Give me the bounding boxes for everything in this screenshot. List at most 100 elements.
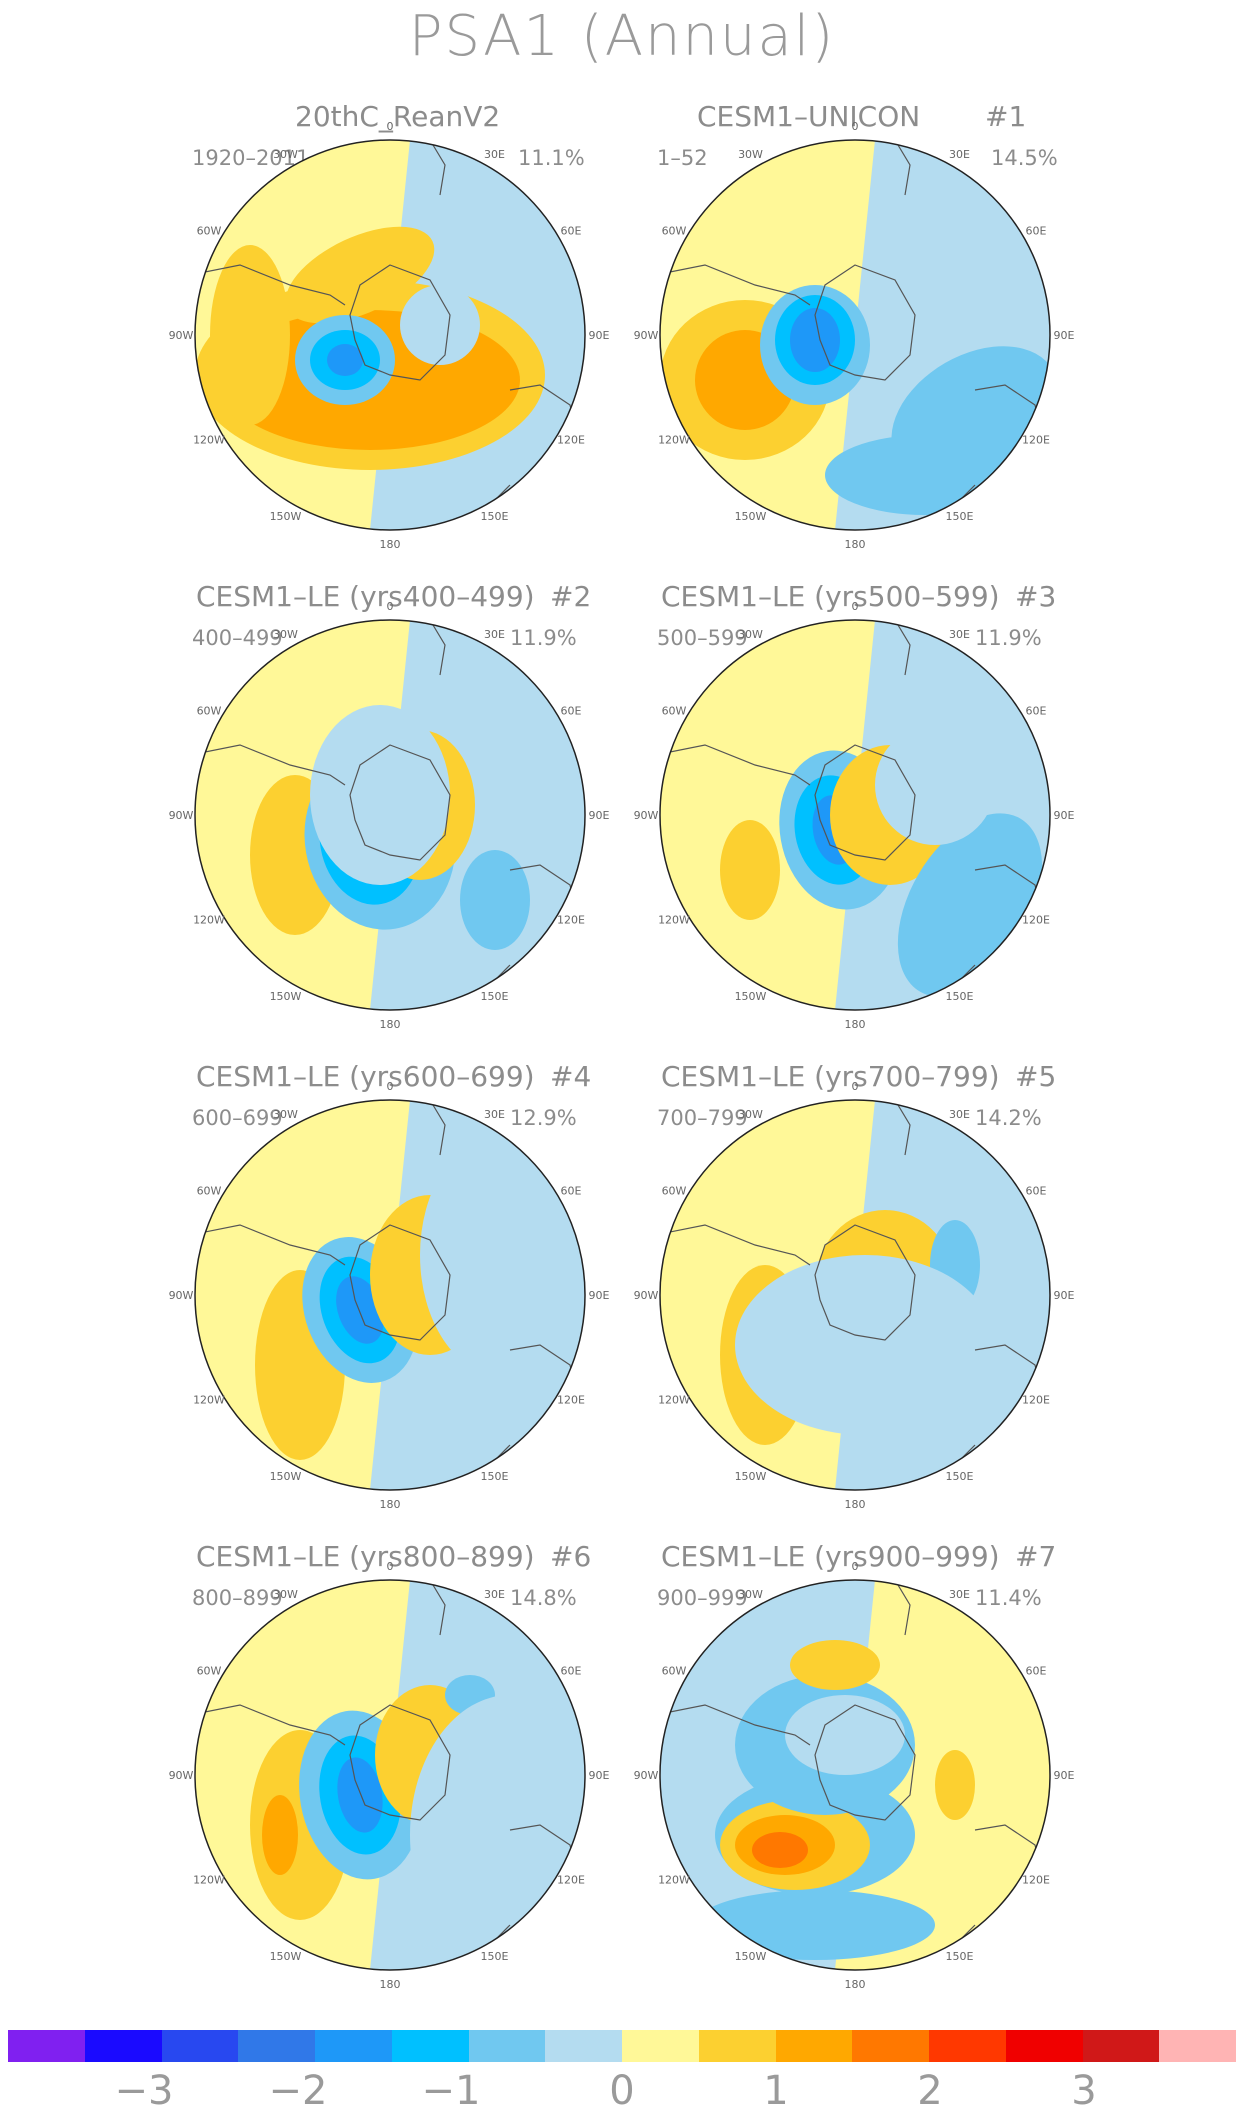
panel-suffix: #5 bbox=[1015, 1060, 1057, 1093]
map-panel: CESM1–LE (yrs400–499) #2 400–499 11.9% 0… bbox=[169, 580, 650, 1050]
coastline bbox=[195, 1704, 346, 1746]
longitude-label: 60E bbox=[1026, 225, 1047, 238]
longitude-label: 150W bbox=[270, 990, 302, 1003]
panel-period: 1–52 bbox=[657, 146, 708, 170]
colorbar-swatch bbox=[929, 2030, 1006, 2062]
contour-region bbox=[785, 1695, 905, 1775]
map-panel: CESM1–LE (yrs700–799) #5 700–799 14.2% 0… bbox=[634, 1060, 1115, 1530]
map-layer: 0 30E 60E 90E 120E 150E 180 150W 120W 90W 60W 30W bbox=[169, 120, 610, 551]
longitude-label: 30E bbox=[949, 628, 970, 641]
polar-map: 0 30E 60E 90E 120E 150E 180 150W 120W 90W 60W 30W bbox=[634, 1560, 1075, 1991]
map-layer: 0 30E 60E 90E 120E 150E 180 150W 120W 90W 60W 30W bbox=[634, 1560, 1075, 1991]
longitude-label: 120E bbox=[557, 914, 585, 927]
colorbar-swatch bbox=[545, 2030, 622, 2062]
coastline bbox=[195, 264, 346, 306]
longitude-label: 60W bbox=[197, 225, 222, 238]
longitude-label: 30E bbox=[949, 1588, 970, 1601]
colorbar-swatch bbox=[468, 2030, 546, 2062]
longitude-label: 30W bbox=[738, 1588, 763, 1601]
longitude-label: 0 bbox=[387, 600, 394, 613]
map-panel: 20thC_ReanV2 1920–2011 11.1% 0 30E 60E 90E 1… bbox=[169, 100, 650, 570]
colorbar-swatch bbox=[8, 2030, 85, 2062]
map-panel: CESM1–LE (yrs900–999) #7 900–999 11.4% 0… bbox=[634, 1540, 1115, 2010]
map-panel: CESM1–LE (yrs500–599) #3 500–599 11.9% 0… bbox=[634, 580, 1115, 1050]
coastline bbox=[894, 1100, 911, 1156]
anomaly-field bbox=[660, 140, 1050, 530]
coastline bbox=[660, 1704, 811, 1746]
map-boundary bbox=[659, 139, 1051, 531]
contour-region bbox=[752, 1832, 808, 1868]
antarctica-coastline bbox=[349, 264, 451, 381]
longitude-label: 90W bbox=[169, 329, 194, 342]
longitude-label: 60E bbox=[1026, 1665, 1047, 1678]
longitude-label: 120E bbox=[1022, 434, 1050, 447]
longitude-label: 30W bbox=[273, 628, 298, 641]
longitude-label: 30W bbox=[273, 1588, 298, 1601]
longitude-label: 180 bbox=[845, 1498, 866, 1511]
panel-title: CESM1–UNICON bbox=[697, 100, 921, 133]
antarctica-coastline bbox=[814, 1704, 916, 1821]
contour-region bbox=[400, 285, 480, 365]
map-panel: CESM1–LE (yrs800–899) #6 800–899 14.8% 0… bbox=[169, 1540, 650, 2010]
panel-period: 500–599 bbox=[657, 626, 748, 650]
coastline bbox=[195, 744, 346, 786]
coastline bbox=[894, 1580, 911, 1636]
figure-title: PSA1 (Annual) bbox=[408, 4, 836, 69]
anomaly-field bbox=[660, 1580, 1050, 1970]
longitude-label: 120E bbox=[1022, 1394, 1050, 1407]
longitude-label: 30E bbox=[949, 148, 970, 161]
colorbar-swatch bbox=[1082, 2030, 1160, 2062]
panel-period: 800–899 bbox=[192, 1586, 283, 1610]
anomaly-field bbox=[195, 1580, 585, 1970]
longitude-label: 60W bbox=[662, 1665, 687, 1678]
map-boundary bbox=[194, 139, 586, 531]
longitude-label: 0 bbox=[852, 1560, 859, 1573]
antarctica-coastline bbox=[349, 744, 451, 861]
longitude-label: 30E bbox=[484, 1588, 505, 1601]
coastline bbox=[660, 744, 811, 786]
longitude-label: 180 bbox=[380, 1978, 401, 1991]
panel-period: 900–999 bbox=[657, 1586, 748, 1610]
panel-variance: 12.9% bbox=[510, 1106, 577, 1130]
colorbar-swatch bbox=[775, 2030, 853, 2062]
anomaly-field bbox=[660, 1100, 1050, 1490]
contour-region bbox=[735, 1255, 995, 1435]
longitude-label: 120E bbox=[1022, 1874, 1050, 1887]
panel-suffix: #2 bbox=[550, 580, 592, 613]
contour-region bbox=[460, 850, 530, 950]
colorbar-swatch bbox=[238, 2030, 315, 2062]
longitude-label: 0 bbox=[387, 1560, 394, 1573]
longitude-label: 90E bbox=[1054, 1769, 1075, 1782]
contour-region bbox=[262, 1795, 298, 1875]
longitude-label: 90W bbox=[634, 329, 659, 342]
contour-region bbox=[285, 226, 435, 324]
contour-region bbox=[825, 435, 1025, 515]
panel-period: 400–499 bbox=[192, 626, 283, 650]
coastline bbox=[660, 264, 811, 306]
map-boundary bbox=[659, 1099, 1051, 1491]
colorbar-tick: 1 bbox=[763, 2068, 789, 2114]
longitude-label: 120E bbox=[557, 1874, 585, 1887]
longitude-label: 60E bbox=[1026, 1185, 1047, 1198]
panel-title: CESM1–LE (yrs900–999) bbox=[661, 1540, 1000, 1573]
longitude-label: 150W bbox=[735, 990, 767, 1003]
colorbar-swatch bbox=[1159, 2030, 1236, 2062]
contour-region bbox=[327, 344, 363, 376]
antarctica-coastline bbox=[349, 1224, 451, 1341]
anomaly-field bbox=[660, 620, 1050, 1010]
antarctica-coastline bbox=[814, 264, 916, 381]
panel-period: 1920–2011 bbox=[192, 146, 310, 170]
longitude-label: 30W bbox=[738, 1108, 763, 1121]
panel-variance: 14.2% bbox=[975, 1106, 1042, 1130]
colorbar-tick: 0 bbox=[609, 2068, 635, 2114]
panel-title: 20thC_ReanV2 bbox=[295, 100, 501, 133]
longitude-label: 150W bbox=[270, 1470, 302, 1483]
antarctica-coastline bbox=[814, 744, 916, 861]
map-panel: CESM1–UNICON #1 1–52 14.5% 0 30E 60E 90E 120… bbox=[634, 100, 1115, 570]
longitude-label: 150W bbox=[735, 1470, 767, 1483]
coastline bbox=[429, 620, 446, 676]
colorbar-ticks: −3 −2 −1 0 1 2 3 bbox=[0, 2068, 1244, 2114]
longitude-label: 150E bbox=[946, 510, 974, 523]
colorbar-swatch bbox=[84, 2030, 162, 2062]
panel-period: 700–799 bbox=[657, 1106, 748, 1130]
